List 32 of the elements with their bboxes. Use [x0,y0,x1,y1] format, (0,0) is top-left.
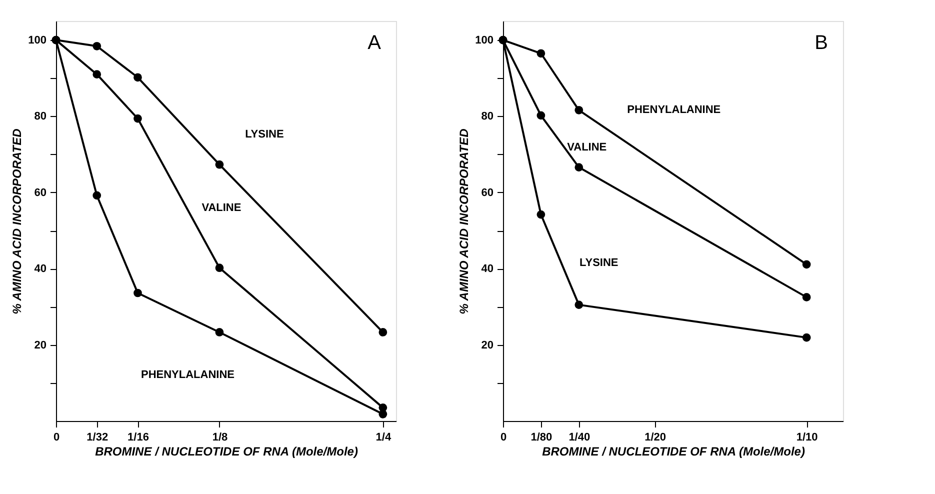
y-tick-label: 80 [481,110,494,123]
series-label: LYSINE [580,256,618,269]
y-tick-label: 20 [34,339,46,352]
y-tick-label: 100 [475,34,494,47]
text: PHENYLALANINE [140,369,234,381]
x-tick-label: 1/20 [644,432,666,444]
x-axis-title: BROMINE / NUCLEOTIDE OF RNA (Mole/Mole) [542,444,805,458]
x-tick-label: 1/40 [568,432,590,444]
y-axis-title: % AMINO ACID INCORPORATED [10,128,24,314]
x-tick-label: 1/80 [530,432,552,444]
x-tick-label: 0 [500,432,507,444]
y-tick-label: 20 [481,339,494,352]
y-tick-label: 60 [481,186,494,199]
x-tick-label: 1/10 [796,432,818,444]
y-tick-label: 100 [28,34,46,47]
annotation: B [814,32,828,54]
series-label: VALINE [567,141,607,154]
text: PHENYLALANINE [627,104,721,116]
x-tick-label: 0 [53,432,60,444]
annotation: A [368,32,382,54]
y-tick-label: 40 [481,263,494,276]
text: LYSINE [245,128,284,141]
y-tick-label: 80 [34,110,46,123]
x-tick-label: 1/16 [128,432,149,444]
y-tick-label: 40 [34,263,46,276]
series-label: VALINE [202,202,242,214]
x-axis-title: BROMINE / NUCLEOTIDE OF RNA (Mole/Mole) [95,444,358,458]
y-axis-title: % AMINO ACID INCORPORATED [457,128,472,314]
y-tick-label: 60 [34,186,46,199]
x-tick-label: 1/4 [376,432,392,444]
x-tick-label: 1/8 [212,432,228,444]
x-tick-label: 1/32 [86,432,108,444]
